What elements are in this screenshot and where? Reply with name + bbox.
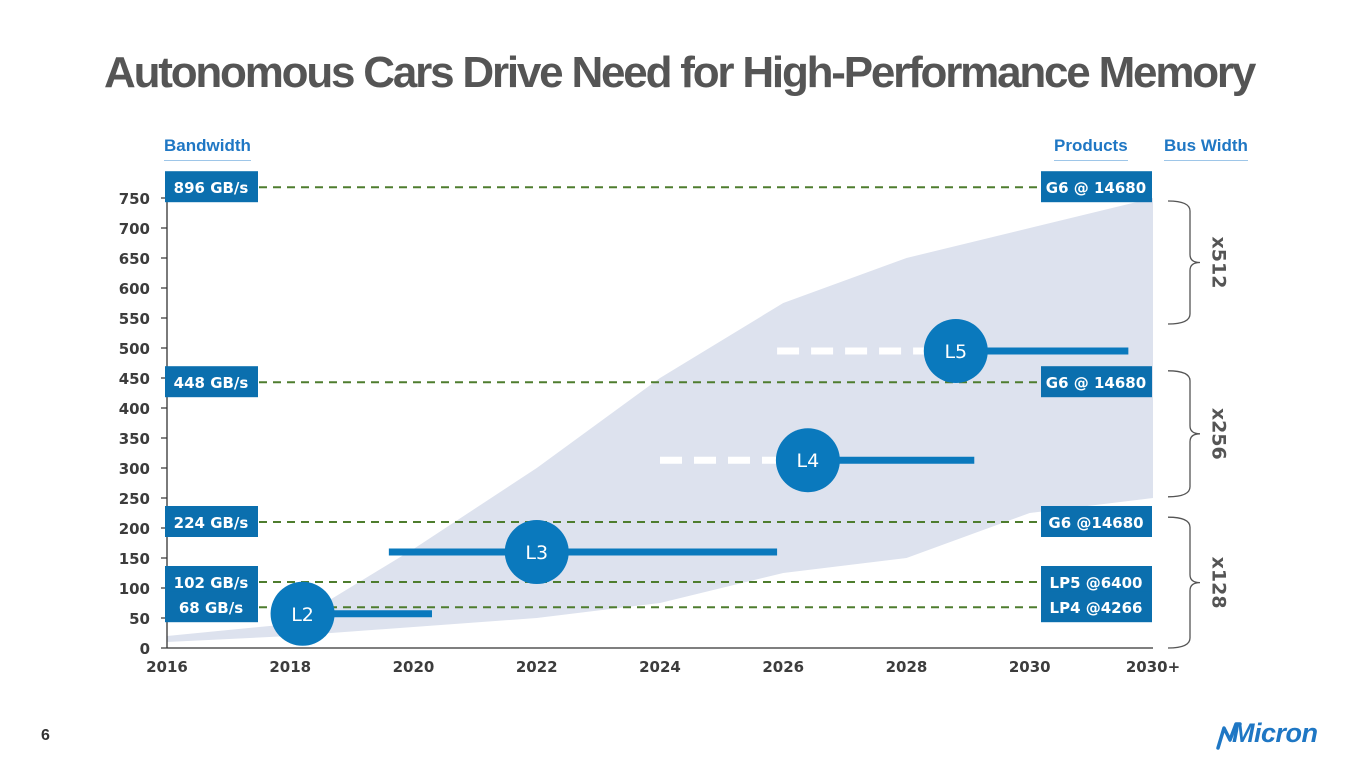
product-label-box [1041, 591, 1152, 623]
x-tick-label: 2022 [516, 658, 558, 676]
y-tick-label: 500 [119, 340, 150, 358]
bandwidth-label-box [165, 171, 258, 203]
autonomy-marker [270, 581, 335, 646]
bus-width-label: x128 [1208, 557, 1230, 609]
y-tick-label: 600 [119, 280, 150, 298]
autonomy-label: L4 [797, 450, 820, 472]
bus-width-brace [1167, 200, 1201, 325]
autonomy-label: L2 [291, 604, 314, 626]
product-label-box [1041, 506, 1152, 537]
bandwidth-label: 896 GB/s [174, 179, 249, 197]
bus-width-brace [1167, 516, 1201, 649]
x-tick-label: 2018 [269, 658, 311, 676]
bus-width-label: x256 [1208, 408, 1230, 460]
product-label-box [1041, 171, 1152, 203]
x-tick-label: 2030 [1009, 658, 1051, 676]
y-tick-label: 250 [119, 490, 150, 508]
bandwidth-label: 448 GB/s [174, 374, 249, 392]
y-tick-label: 50 [129, 610, 150, 628]
autonomy-marker [504, 520, 569, 584]
y-tick-label: 0 [140, 640, 150, 658]
autonomy-label: L3 [525, 542, 548, 564]
product-label: G6 @ 14680 [1046, 374, 1146, 392]
logo-text: Micron [1232, 718, 1318, 748]
product-label-box [1041, 366, 1152, 398]
autonomy-marker [775, 428, 840, 493]
x-tick-label: 2030+ [1126, 658, 1180, 676]
bandwidth-range-area [167, 198, 1153, 642]
x-tick-label: 2026 [762, 658, 804, 676]
x-tick-label: 2024 [639, 658, 681, 676]
x-tick-label: 2016 [146, 658, 188, 676]
micron-logo: Micron [1214, 718, 1324, 752]
page-title: Autonomous Cars Drive Need for High-Perf… [104, 48, 1256, 97]
y-tick-label: 350 [119, 430, 150, 448]
bandwidth-label-box [165, 591, 258, 623]
bandwidth-label: 224 GB/s [174, 514, 249, 532]
y-tick-label: 450 [119, 370, 150, 388]
logo-mark-icon [1216, 722, 1242, 750]
y-tick-label: 300 [119, 460, 150, 478]
product-label: G6 @14680 [1048, 514, 1143, 532]
bandwidth-label: 68 GB/s [179, 599, 243, 617]
bandwidth-label: 102 GB/s [174, 574, 249, 592]
bandwidth-label-box [165, 506, 258, 537]
autonomy-label: L5 [944, 341, 967, 363]
product-label: G6 @ 14680 [1046, 179, 1146, 197]
x-tick-label: 2020 [393, 658, 435, 676]
autonomy-marker [923, 319, 988, 383]
bus-width-brace [1167, 370, 1201, 498]
y-tick-label: 700 [119, 220, 150, 238]
x-tick-label: 2028 [886, 658, 928, 676]
products-header: Products [1054, 136, 1128, 161]
y-tick-label: 400 [119, 400, 150, 418]
bandwidth-header: Bandwidth [164, 136, 251, 161]
y-tick-label: 750 [119, 190, 150, 208]
y-tick-label: 650 [119, 250, 150, 268]
y-tick-label: 550 [119, 310, 150, 328]
page-number: 6 [41, 727, 50, 744]
bus-width-label: x512 [1208, 237, 1230, 289]
bandwidth-label-box [165, 366, 258, 398]
bus-width-header: Bus Width [1164, 136, 1248, 161]
y-tick-label: 200 [119, 520, 150, 538]
y-tick-label: 100 [119, 580, 150, 598]
product-label: LP4 @4266 [1050, 599, 1143, 617]
product-label: LP5 @6400 [1050, 574, 1143, 592]
y-tick-label: 150 [119, 550, 150, 568]
